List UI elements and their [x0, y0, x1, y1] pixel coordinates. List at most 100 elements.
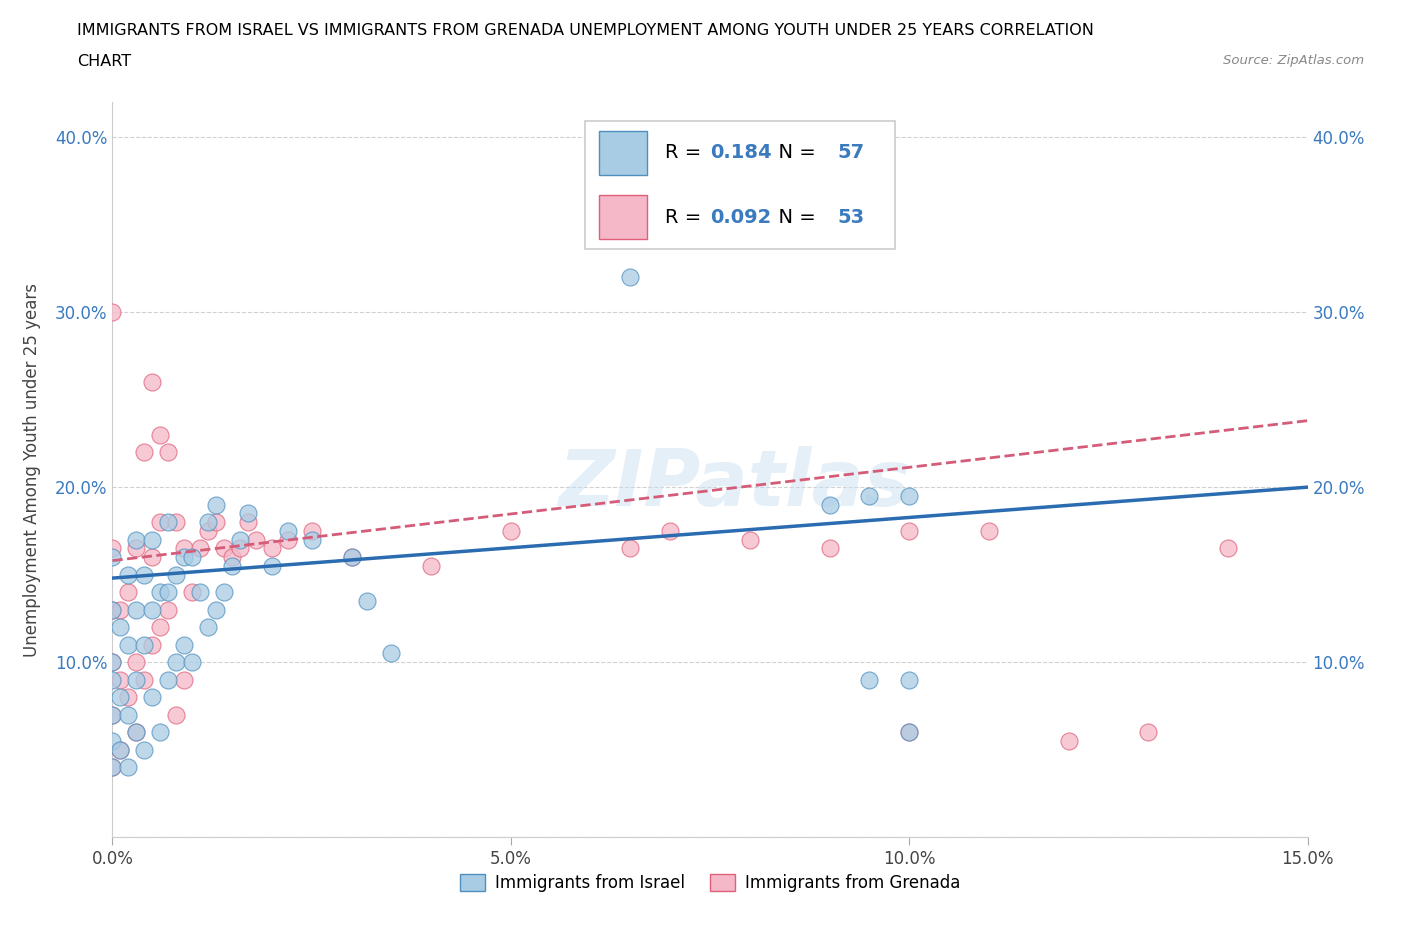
- Text: ZIPatlas: ZIPatlas: [558, 446, 910, 523]
- Point: [205, 498, 228, 512]
- Point: [221, 550, 243, 565]
- Point: [165, 567, 187, 582]
- Point: [277, 532, 299, 547]
- Point: [149, 619, 172, 634]
- Point: [898, 488, 921, 503]
- Point: [738, 532, 761, 547]
- Point: [157, 445, 180, 459]
- Point: [165, 655, 187, 670]
- Text: Source: ZipAtlas.com: Source: ZipAtlas.com: [1223, 54, 1364, 67]
- Point: [197, 619, 219, 634]
- Point: [141, 602, 163, 617]
- Point: [340, 550, 363, 565]
- Point: [157, 602, 180, 617]
- Text: 53: 53: [838, 207, 865, 227]
- Point: [101, 602, 124, 617]
- Point: [157, 585, 180, 600]
- Point: [260, 541, 283, 556]
- Text: CHART: CHART: [77, 54, 131, 69]
- Point: [1216, 541, 1239, 556]
- Point: [245, 532, 267, 547]
- Point: [173, 550, 195, 565]
- Point: [205, 514, 228, 529]
- Point: [197, 524, 219, 538]
- Point: [356, 593, 378, 608]
- Point: [101, 655, 124, 670]
- Point: [110, 602, 132, 617]
- Point: [101, 305, 124, 320]
- Point: [134, 672, 156, 687]
- Point: [117, 567, 139, 582]
- Point: [117, 637, 139, 652]
- Point: [101, 672, 124, 687]
- Point: [101, 707, 124, 722]
- Point: [125, 672, 148, 687]
- Point: [205, 602, 228, 617]
- Point: [181, 585, 204, 600]
- Point: [125, 655, 148, 670]
- Point: [157, 514, 180, 529]
- Point: [101, 602, 124, 617]
- Point: [101, 541, 124, 556]
- Point: [110, 672, 132, 687]
- Point: [117, 585, 139, 600]
- Point: [898, 724, 921, 739]
- Point: [277, 524, 299, 538]
- Point: [380, 646, 402, 661]
- Point: [173, 541, 195, 556]
- FancyBboxPatch shape: [599, 195, 647, 239]
- Point: [420, 558, 443, 573]
- Point: [101, 760, 124, 775]
- Text: 0.092: 0.092: [710, 207, 772, 227]
- Point: [181, 655, 204, 670]
- Point: [149, 724, 172, 739]
- Point: [141, 532, 163, 547]
- Point: [134, 637, 156, 652]
- Point: [188, 585, 211, 600]
- FancyBboxPatch shape: [599, 131, 647, 175]
- Point: [1137, 724, 1160, 739]
- Point: [197, 514, 219, 529]
- Point: [898, 524, 921, 538]
- Text: R =: R =: [665, 143, 707, 163]
- Point: [110, 742, 132, 757]
- Point: [125, 541, 148, 556]
- Point: [110, 742, 132, 757]
- Point: [212, 541, 235, 556]
- Point: [125, 724, 148, 739]
- Point: [157, 672, 180, 687]
- Point: [110, 690, 132, 705]
- Text: N =: N =: [766, 207, 823, 227]
- Point: [173, 672, 195, 687]
- Point: [141, 690, 163, 705]
- Point: [181, 550, 204, 565]
- Text: N =: N =: [766, 143, 823, 163]
- Point: [977, 524, 1000, 538]
- Point: [134, 742, 156, 757]
- Point: [149, 514, 172, 529]
- Point: [101, 707, 124, 722]
- Point: [101, 734, 124, 749]
- Point: [858, 672, 880, 687]
- Point: [165, 514, 187, 529]
- Point: [818, 498, 841, 512]
- Point: [229, 532, 252, 547]
- Point: [858, 488, 880, 503]
- Point: [165, 707, 187, 722]
- Point: [173, 637, 195, 652]
- Point: [619, 270, 641, 285]
- Point: [499, 524, 522, 538]
- Point: [340, 550, 363, 565]
- Point: [260, 558, 283, 573]
- Point: [117, 707, 139, 722]
- Point: [110, 619, 132, 634]
- Point: [229, 541, 252, 556]
- Point: [236, 506, 259, 521]
- Point: [301, 532, 323, 547]
- Text: R =: R =: [665, 207, 707, 227]
- Point: [149, 585, 172, 600]
- Point: [134, 445, 156, 459]
- Point: [221, 558, 243, 573]
- Text: IMMIGRANTS FROM ISRAEL VS IMMIGRANTS FROM GRENADA UNEMPLOYMENT AMONG YOUTH UNDER: IMMIGRANTS FROM ISRAEL VS IMMIGRANTS FRO…: [77, 23, 1094, 38]
- Point: [212, 585, 235, 600]
